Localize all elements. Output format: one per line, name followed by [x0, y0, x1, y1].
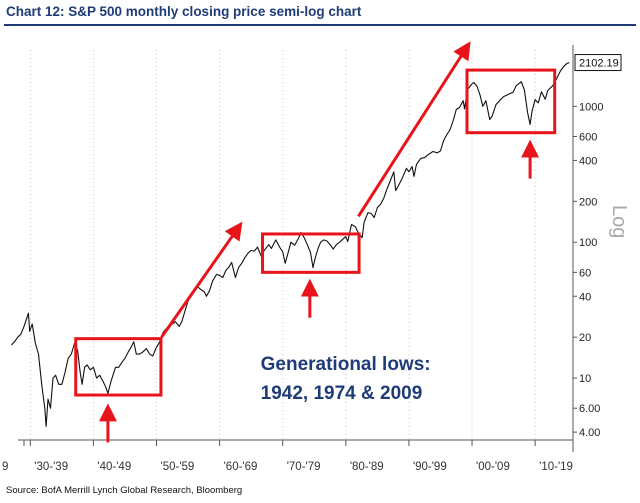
annotation-arrows — [98, 41, 540, 443]
y-tick-label: 6.00 — [579, 403, 600, 415]
highlight-box — [465, 68, 557, 135]
y-tick-label: 10 — [579, 373, 591, 385]
x-tick-label: '30-'39 — [34, 461, 68, 473]
x-tick-label: '50-'59 — [161, 461, 195, 473]
y-tick-label: 400 — [579, 155, 597, 167]
y-tick-label: 200 — [579, 196, 597, 208]
y-tick-label: 20 — [579, 332, 591, 344]
y-axis-ticks: 1000 600 400 200 100 60 40 20 10 6.00 4.00 — [573, 101, 603, 439]
x-tick-label: '40-'49 — [97, 461, 131, 473]
x-tick-label: '90-'99 — [413, 461, 447, 473]
x-tick-label: '00-'09 — [476, 461, 510, 473]
axes — [18, 45, 574, 452]
highlight-box — [261, 232, 361, 274]
y-tick-label: 1000 — [579, 101, 603, 113]
x-tick-label: '80-'89 — [350, 461, 384, 473]
x-tick-label: '10-'19 — [539, 461, 573, 473]
annotation-line-1: Generational lows: — [261, 354, 431, 375]
y-tick-label: 40 — [579, 291, 591, 303]
y-axis-scale-word: Log — [608, 205, 630, 238]
y-tick-label: 4.00 — [579, 427, 600, 439]
trend-arrow — [160, 221, 243, 339]
highlight-box — [74, 337, 163, 397]
annotation-line-2: 1942, 1974 & 2009 — [261, 383, 423, 404]
title-rule — [4, 24, 636, 26]
x-gridlines — [29, 50, 536, 440]
source-note: Source: BofA Merrill Lynch Global Resear… — [6, 485, 243, 496]
y-tick-label: 100 — [579, 237, 597, 249]
x-tick-label: '60-'69 — [224, 461, 258, 473]
y-tick-label: 60 — [579, 267, 591, 279]
highlight-boxes — [74, 68, 557, 397]
last-value-label: 2102.19 — [579, 58, 619, 70]
chart-title: Chart 12: S&P 500 monthly closing price … — [6, 4, 362, 19]
last-value-box — [574, 54, 622, 72]
x-tick-label: 9 — [2, 461, 8, 473]
x-axis-ticks: 9 '30-'39 '40-'49 '50-'59 '60-'69 '70-'79 '80-… — [2, 440, 573, 473]
x-tick-label: '70-'79 — [287, 461, 321, 473]
y-tick-label: 600 — [579, 132, 597, 144]
trend-arrow — [357, 41, 471, 218]
sp500-price-line — [11, 62, 570, 428]
